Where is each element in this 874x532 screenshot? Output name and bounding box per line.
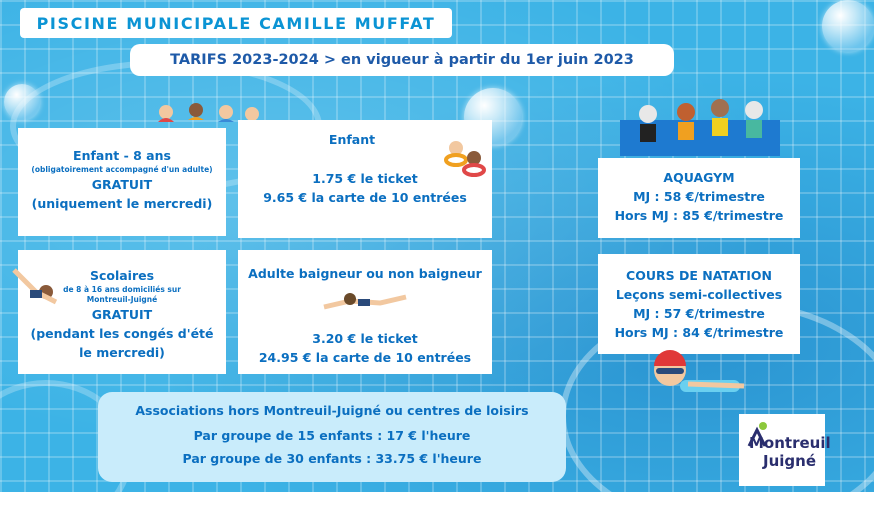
card-note: Montreuil-Juigné bbox=[86, 295, 158, 304]
bubble-icon bbox=[822, 0, 874, 52]
card-ticket-price: 1.75 € le ticket bbox=[312, 171, 418, 186]
card-detail: (pendant les congés d'été bbox=[30, 326, 214, 341]
montreuil-juigne-logo: Montreuil Juigné bbox=[739, 414, 831, 486]
card-note: (obligatoirement accompagné d'un adulte) bbox=[31, 165, 213, 174]
card-carte-price: 24.95 € la carte de 10 entrées bbox=[258, 350, 472, 365]
page-subtitle: TARIFS 2023-2024 > en vigueur à partir d… bbox=[130, 44, 674, 76]
child-swimmer-illustration bbox=[12, 268, 58, 305]
associations-line-30: Par groupe de 30 enfants : 33.75 € l'heu… bbox=[182, 451, 482, 466]
card-mj-price: MJ : 58 €/trimestre bbox=[633, 189, 765, 204]
card-scolaires: Scolaires de 8 à 16 ans domiciliés sur M… bbox=[18, 250, 226, 374]
card-ticket-price: 3.20 € le ticket bbox=[312, 331, 418, 346]
card-note: de 8 à 16 ans domiciliés sur bbox=[63, 285, 181, 294]
card-aquagym: AQUAGYM MJ : 58 €/trimestre Hors MJ : 85… bbox=[598, 158, 800, 238]
logo-figure-icon bbox=[747, 422, 767, 447]
card-title: Adulte baigneur ou non baigneur bbox=[248, 266, 482, 281]
card-carte-price: 9.65 € la carte de 10 entrées bbox=[263, 190, 467, 205]
card-title: AQUAGYM bbox=[663, 170, 735, 185]
card-title: Enfant - 8 ans bbox=[73, 148, 171, 163]
card-price: GRATUIT bbox=[91, 177, 153, 192]
aquagym-seniors-illustration bbox=[620, 99, 780, 156]
card-detail: le mercredi) bbox=[79, 345, 165, 360]
logo-line2: Juigné bbox=[763, 452, 816, 470]
card-hors-mj-price: Hors MJ : 84 €/trimestre bbox=[614, 325, 784, 340]
card-title: Scolaires bbox=[89, 268, 155, 283]
adult-swimmer-illustration bbox=[323, 293, 407, 310]
associations-line-15: Par groupe de 15 enfants : 17 € l'heure bbox=[193, 428, 471, 443]
bubble-icon bbox=[4, 84, 40, 120]
logo-line1: Montreuil bbox=[749, 434, 831, 452]
page-title: PISCINE MUNICIPALE CAMILLE MUFFAT bbox=[20, 8, 452, 38]
boy-swimmer-illustration bbox=[654, 350, 745, 392]
card-price: GRATUIT bbox=[91, 307, 153, 322]
card-title: COURS DE NATATION bbox=[626, 268, 772, 283]
card-hors-mj-price: Hors MJ : 85 €/trimestre bbox=[614, 208, 784, 223]
card-enfant: Enfant 1.75 € le ticket 9.65 € la carte … bbox=[238, 120, 492, 238]
card-enfant-8-ans: Enfant - 8 ans (obligatoirement accompag… bbox=[18, 128, 226, 236]
associations-title: Associations hors Montreuil-Juigné ou ce… bbox=[135, 403, 529, 418]
associations-panel: Associations hors Montreuil-Juigné ou ce… bbox=[98, 392, 566, 482]
card-subtitle: Leçons semi-collectives bbox=[615, 287, 783, 302]
child-swimmer-illustration bbox=[444, 141, 486, 177]
card-title: Enfant bbox=[328, 132, 376, 147]
card-mj-price: MJ : 57 €/trimestre bbox=[633, 306, 765, 321]
card-cours-natation: COURS DE NATATION Leçons semi-collective… bbox=[598, 254, 800, 354]
card-detail: (uniquement le mercredi) bbox=[31, 196, 213, 211]
card-adulte: Adulte baigneur ou non baigneur 3.20 € l… bbox=[238, 250, 492, 374]
